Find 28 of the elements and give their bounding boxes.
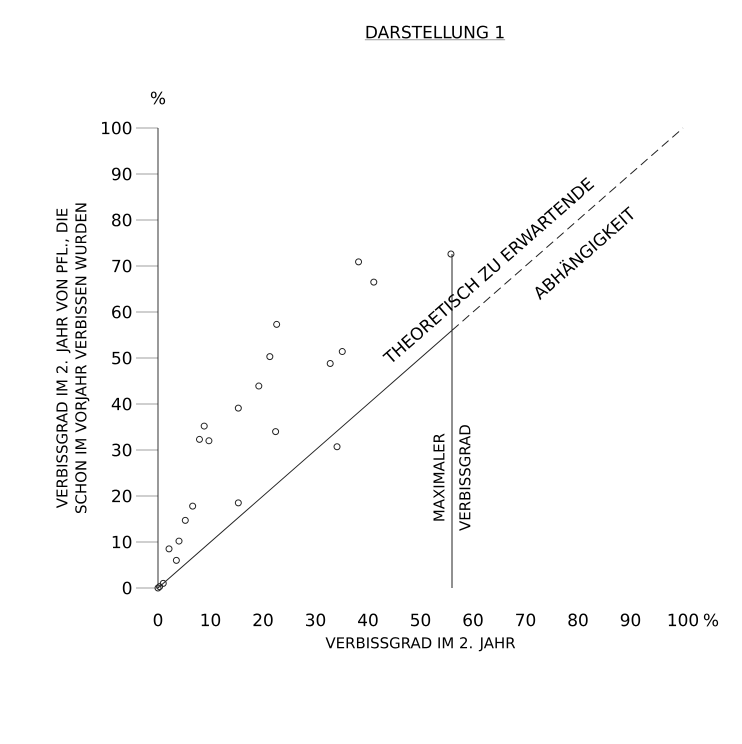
y-tick-label: 0 — [122, 582, 132, 594]
x-tick-label: 60 — [463, 614, 483, 626]
annotation: MAXIMALER VERBISSGRAD — [434, 425, 471, 531]
x-tick-label: 30 — [306, 614, 326, 626]
x-tick-label: 0 — [154, 614, 162, 626]
x-tick-label: 90 — [620, 614, 640, 626]
x-tick-label: 20 — [253, 614, 273, 626]
y-tick-label: 100 — [102, 122, 132, 134]
y-tick-label: 60 — [112, 306, 132, 318]
x-tick-label: 100 — [668, 614, 698, 626]
x-tick-label: 10 — [202, 614, 220, 626]
x-tick-label: 80 — [568, 614, 588, 626]
y-tick-label: 90 — [112, 168, 132, 180]
text: % — [150, 92, 166, 104]
x-tick-label: 40 — [358, 614, 378, 626]
y-tick-label: 70 — [112, 260, 132, 272]
y-axis-title: VERBISSGRAD IM 2. JAHR VON PFL., DIE SCHON IM VORJAHR VERBISSEN WURDEN — [56, 203, 90, 513]
x-tick-label: 70 — [516, 614, 536, 626]
y-tick-label: 30 — [112, 444, 132, 456]
y-tick-label: 50 — [112, 352, 132, 364]
text: % — [704, 614, 718, 626]
x-tick-label: 50 — [411, 614, 430, 626]
y-tick-label: 20 — [112, 490, 132, 502]
y-tick-label: 10 — [112, 536, 132, 548]
x-axis-title: VERBISSGRAD IM 2. JAHR — [326, 637, 516, 652]
y-tick-label: 40 — [112, 398, 132, 410]
chart-title: DARSTELLUNG 1 — [366, 26, 504, 38]
y-tick-label: 80 — [112, 214, 132, 226]
